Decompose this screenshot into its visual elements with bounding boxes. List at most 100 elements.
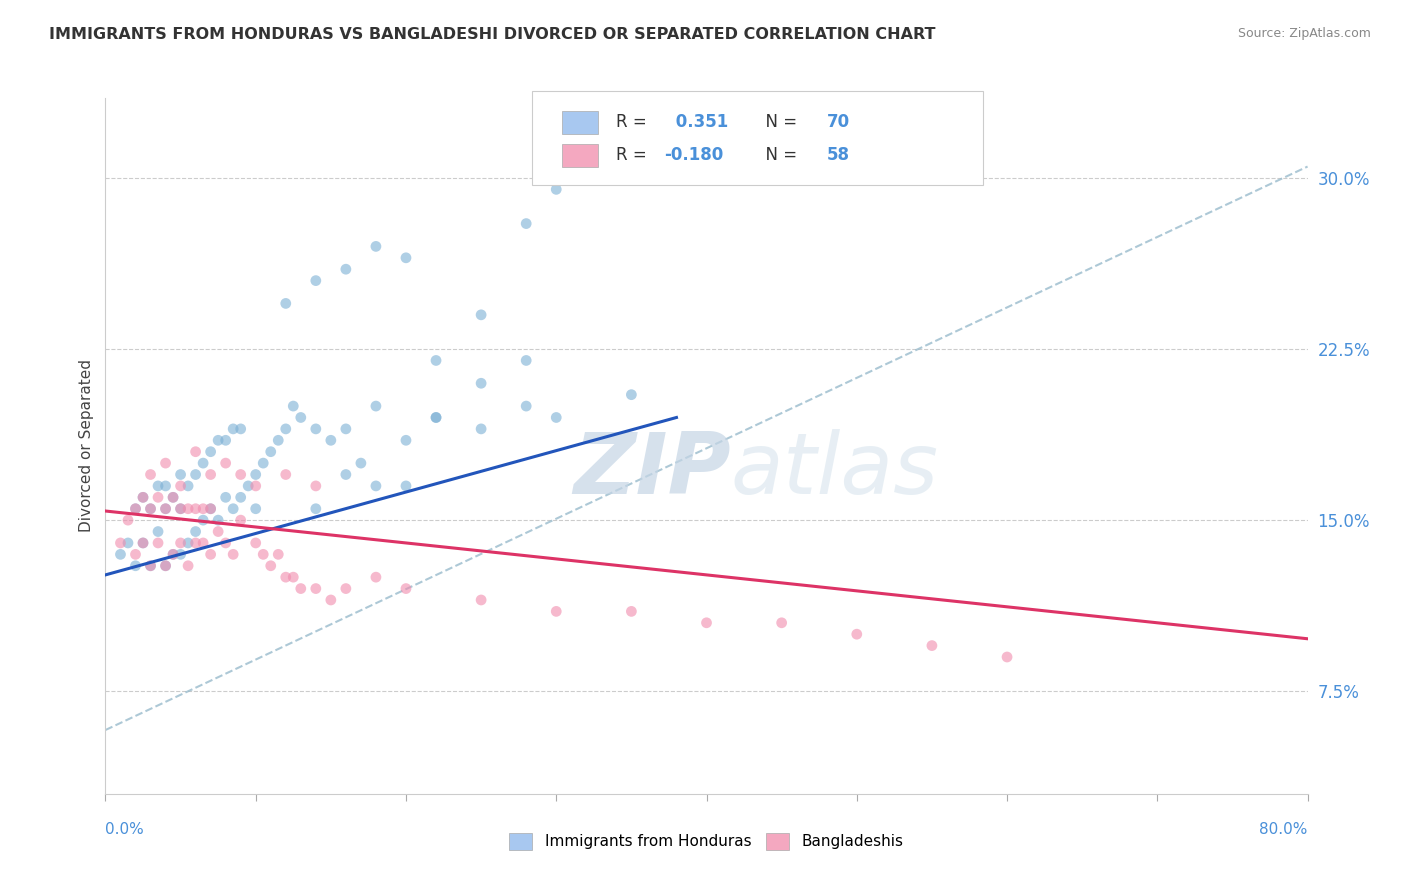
Point xyxy=(470,376,492,391)
Point xyxy=(283,399,305,413)
Point xyxy=(620,604,643,618)
Point xyxy=(395,479,418,493)
Point xyxy=(335,467,357,482)
Point xyxy=(222,501,245,516)
Point xyxy=(207,434,229,448)
Point xyxy=(184,536,207,550)
Text: R =: R = xyxy=(616,113,652,131)
Point xyxy=(305,479,328,493)
Legend: R =  0.351   N = 70, R = -0.180   N = 58: R = 0.351 N = 70, R = -0.180 N = 58 xyxy=(725,107,962,184)
Y-axis label: Divorced or Separated: Divorced or Separated xyxy=(79,359,94,533)
Point xyxy=(146,479,169,493)
Point xyxy=(395,582,418,596)
Point xyxy=(274,570,297,584)
Point xyxy=(191,501,214,516)
Text: ZIP: ZIP xyxy=(572,429,731,512)
Point xyxy=(515,399,537,413)
FancyBboxPatch shape xyxy=(562,111,599,134)
Text: 0.351: 0.351 xyxy=(671,113,728,131)
Point xyxy=(162,491,184,505)
Point xyxy=(470,593,492,607)
FancyBboxPatch shape xyxy=(562,144,599,167)
Point xyxy=(214,456,236,470)
Point xyxy=(546,182,568,196)
Text: 58: 58 xyxy=(827,146,849,164)
Point xyxy=(146,491,169,505)
Point xyxy=(124,547,146,561)
Point xyxy=(184,444,207,458)
Point xyxy=(260,444,283,458)
Point xyxy=(274,296,297,310)
Point xyxy=(319,434,342,448)
Text: N =: N = xyxy=(755,146,801,164)
Text: 0.0%: 0.0% xyxy=(105,822,145,837)
Point xyxy=(162,547,184,561)
Point xyxy=(364,239,387,253)
Point xyxy=(274,467,297,482)
Point xyxy=(252,547,274,561)
Point xyxy=(155,479,177,493)
Point xyxy=(191,456,214,470)
Point xyxy=(770,615,793,630)
Point xyxy=(305,422,328,436)
Text: 70: 70 xyxy=(827,113,849,131)
Point xyxy=(515,217,537,231)
Text: 80.0%: 80.0% xyxy=(1260,822,1308,837)
Point xyxy=(252,456,274,470)
Text: IMMIGRANTS FROM HONDURAS VS BANGLADESHI DIVORCED OR SEPARATED CORRELATION CHART: IMMIGRANTS FROM HONDURAS VS BANGLADESHI … xyxy=(49,27,936,42)
Point xyxy=(425,410,447,425)
Point xyxy=(207,513,229,527)
Point xyxy=(267,434,290,448)
Point xyxy=(364,399,387,413)
Point xyxy=(350,456,373,470)
Point xyxy=(546,604,568,618)
Point xyxy=(229,491,252,505)
Point xyxy=(214,536,236,550)
Point xyxy=(139,501,162,516)
Point xyxy=(845,627,868,641)
Point xyxy=(620,387,643,401)
Point xyxy=(274,422,297,436)
Point xyxy=(515,353,537,368)
Point xyxy=(177,558,200,573)
Point xyxy=(132,536,155,550)
Point xyxy=(222,547,245,561)
Point xyxy=(169,467,191,482)
Point xyxy=(995,650,1018,665)
Point xyxy=(169,547,191,561)
Point xyxy=(335,262,357,277)
Point xyxy=(207,524,229,539)
Point xyxy=(110,536,132,550)
Point xyxy=(117,513,139,527)
Point xyxy=(184,467,207,482)
Point xyxy=(155,501,177,516)
Point xyxy=(305,501,328,516)
Text: R =: R = xyxy=(616,146,652,164)
Point xyxy=(921,639,943,653)
Point xyxy=(229,422,252,436)
Point xyxy=(696,615,718,630)
Point xyxy=(546,410,568,425)
Point xyxy=(169,479,191,493)
Text: Source: ZipAtlas.com: Source: ZipAtlas.com xyxy=(1237,27,1371,40)
Point xyxy=(124,501,146,516)
Point xyxy=(200,444,222,458)
Point xyxy=(335,582,357,596)
Point xyxy=(169,501,191,516)
Point xyxy=(155,501,177,516)
Point xyxy=(110,547,132,561)
Point xyxy=(177,536,200,550)
Point xyxy=(139,558,162,573)
Point xyxy=(290,582,312,596)
Point xyxy=(191,536,214,550)
Point xyxy=(364,570,387,584)
Point xyxy=(319,593,342,607)
Point xyxy=(395,251,418,265)
FancyBboxPatch shape xyxy=(533,91,983,186)
Point xyxy=(117,536,139,550)
Point xyxy=(139,558,162,573)
Point xyxy=(470,308,492,322)
Text: N =: N = xyxy=(755,113,801,131)
Point xyxy=(425,353,447,368)
Point xyxy=(290,410,312,425)
